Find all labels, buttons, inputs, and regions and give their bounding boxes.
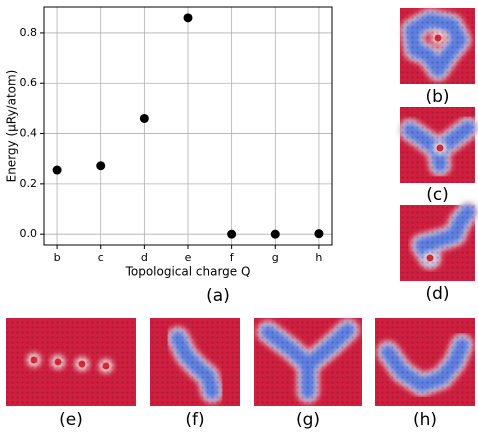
panel-label: (b) xyxy=(425,87,449,107)
x-tick-label: h xyxy=(315,251,322,264)
thumbnail xyxy=(254,318,362,406)
x-tick-label: g xyxy=(272,251,279,264)
x-tick-label: c xyxy=(98,251,104,264)
thumbnail xyxy=(6,318,136,406)
thumbnail xyxy=(150,318,240,406)
y-tick-label: 0.4 xyxy=(20,127,38,140)
panel-label: (c) xyxy=(426,185,449,205)
thumbnail-dots xyxy=(6,318,136,406)
y-tick-label: 0.2 xyxy=(20,177,38,190)
point xyxy=(96,161,105,170)
y-axis-label: Energy (μRy/atom) xyxy=(5,70,19,183)
thumbnail-dots xyxy=(400,205,475,281)
point xyxy=(227,230,236,239)
point xyxy=(140,114,149,123)
figure: 0.0 0.2 0.4 0.6 0.8 b c d e f g h Topological charge… xyxy=(0,0,478,433)
y-tick-label: 0.6 xyxy=(20,76,38,89)
panel-label: (f) xyxy=(185,410,204,430)
thumbnail xyxy=(400,205,475,281)
thumbnail xyxy=(375,318,475,406)
x-tick-label: d xyxy=(141,251,148,264)
thumbnail-dots xyxy=(150,318,240,406)
panel-label: (e) xyxy=(59,410,83,430)
panel-label: (g) xyxy=(296,410,320,430)
point xyxy=(53,166,62,175)
thumbnail-dots xyxy=(400,8,475,84)
thumbnail-dots xyxy=(400,107,475,183)
thumbnail-dots xyxy=(254,318,362,406)
y-tick-label: 0.8 xyxy=(20,26,38,39)
panel-label: (h) xyxy=(413,410,437,430)
thumbnail xyxy=(400,107,475,183)
x-tick-label: e xyxy=(185,251,192,264)
x-tick-label: f xyxy=(230,251,235,264)
panel-label: (d) xyxy=(425,284,449,304)
x-tick-label: b xyxy=(54,251,61,264)
point xyxy=(184,13,193,22)
point xyxy=(271,230,280,239)
thumbnail-dots xyxy=(375,318,475,406)
thumbnail xyxy=(400,8,475,84)
x-axis-label: Topological charge Q xyxy=(125,265,251,279)
panel-label: (a) xyxy=(206,286,230,306)
y-tick-label: 0.0 xyxy=(20,227,38,240)
point xyxy=(314,229,323,238)
